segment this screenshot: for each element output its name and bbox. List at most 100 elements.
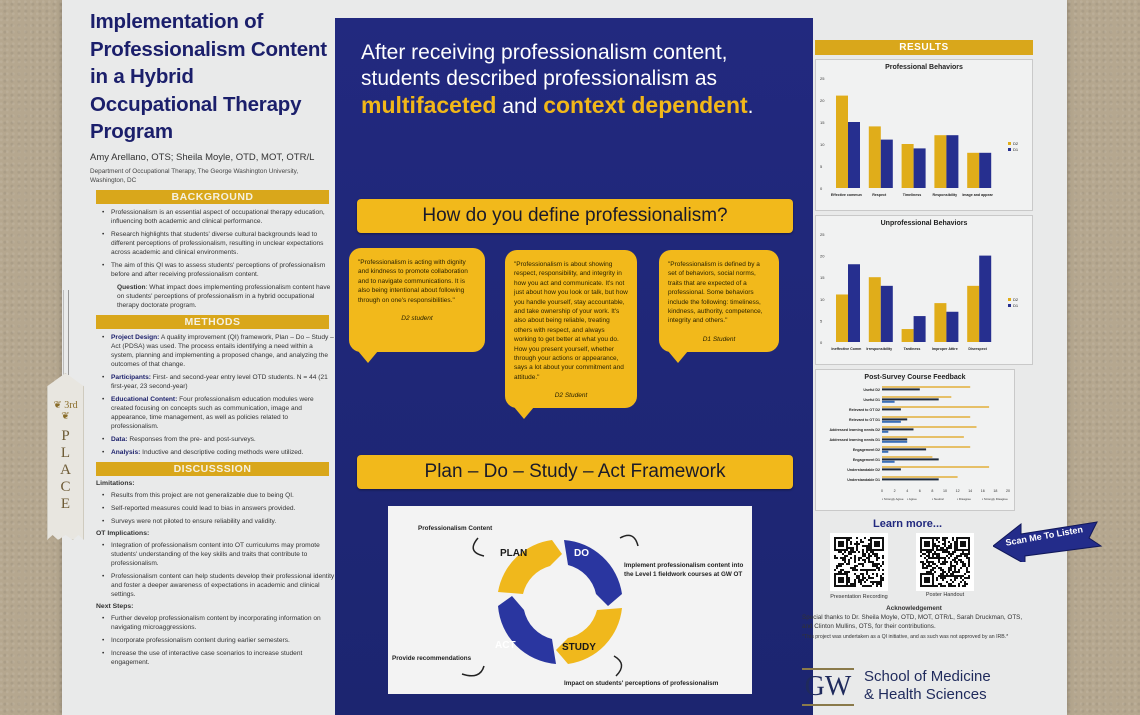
methods-item-text: First- and second-year entry level OTD s… [111,373,328,390]
svg-text:0: 0 [820,186,823,191]
plan-note: Professionalism Content [418,525,493,532]
svg-text:Disrespect: Disrespect [968,347,987,351]
quote-bubble: "Professionalism is defined by a set of … [659,250,779,363]
unprofessional-behaviors-bars: 0 5 10 15 20 25 Ineffective Comm Irresponsibili… [820,232,1019,351]
methods-item: Participants: First- and second-year ent… [102,373,335,391]
svg-text:▪ Neutral: ▪ Neutral [932,497,944,501]
headline-and: and [496,95,544,118]
svg-text:Respect: Respect [872,193,887,197]
svg-text:Understandable D1: Understandable D1 [847,478,880,482]
chart-title: Unprofessional Behaviors [880,220,968,227]
background-item: Professionalism is an essential aspect o… [102,208,335,226]
svg-text:16: 16 [981,489,985,493]
svg-text:▪ Agree: ▪ Agree [907,497,917,501]
next-step-item: Increase the use of interactive case sce… [102,649,335,667]
background-heading: BACKGROUND [96,189,329,204]
presentation-qr-code[interactable] [830,533,888,591]
do-note: Implement professionalism content into t… [624,562,744,578]
quote-author: D2 student [401,315,433,323]
svg-text:Relevant to OT D1: Relevant to OT D1 [849,418,880,422]
unprofessional-behaviors-chart: Unprofessional Behaviors 0 5 10 15 20 25 Ineff… [815,215,1033,365]
methods-item-text: Inductive and descriptive coding methods… [140,448,304,456]
pdsa-framework-banner: Plan – Do – Study – Act Framework [357,455,793,489]
quote-bubble: "Professionalism is about showing respec… [505,250,637,419]
svg-text:Image and appear: Image and appear [962,193,993,197]
irb-note: *This project was undertaken as a QI ini… [802,634,1009,640]
methods-item-text: Four professionalism education modules w… [111,395,314,430]
poster-title: Implementation of Professionalism Content… [90,10,327,143]
ribbon-string [63,290,69,375]
laurel-wreath-icon: ❦ 3rd ❦ [53,400,78,422]
implications-label: OT Implications: [96,529,150,537]
svg-text:5: 5 [820,164,823,169]
quote-bubble: "Professionalism is acting with dignity … [349,248,485,363]
authors: Amy Arellano, OTS; Sheila Moyle, OTD, MO… [90,151,315,163]
headline-highlight-multifaceted: multifaceted [361,92,497,118]
professional-behaviors-bars: 0 5 10 15 20 25 Effective commun Respect Timelin… [820,76,1019,197]
svg-text:Irresponsibility: Irresponsibility [866,347,892,351]
center-panel: After receiving professionalism content,… [335,18,813,715]
school-line-1: School of Medicine [864,668,991,685]
headline: After receiving professionalism content,… [361,40,791,120]
limitations-list: Results from this project are not genera… [90,491,335,526]
methods-item: Project Design: A quality improvement (Q… [102,333,335,369]
pdsa-cycle-diagram: PLAN DO STUDY ACT Professionalism Conten… [388,506,752,694]
gw-logo: GW [802,668,854,706]
chart-title: Post-Survey Course Feedback [864,374,966,381]
implication-item: Integration of professionalism content i… [102,541,335,568]
svg-text:2: 2 [894,489,896,493]
methods-item-label: Project Design: [111,333,160,341]
study-label: STUDY [562,642,596,653]
next-steps-label: Next Steps: [96,602,134,610]
ribbon-rank: 3rd [64,400,78,411]
svg-text:▪ Strongly Agree: ▪ Strongly Agree [882,497,904,501]
ack-text: Special thanks to Dr. Sheila Moyle, OTD,… [802,614,1023,630]
svg-text:20: 20 [820,254,825,259]
background-list: Professionalism is an essential aspect o… [90,208,335,279]
course-feedback-bars: Useful D2 Useful D1 Relevant to OT D2 Relev… [829,386,1010,501]
qr-code-icon [834,537,884,587]
svg-text:0: 0 [820,340,823,345]
study-note: Impact on students' perceptions of profe… [564,680,719,687]
qr-caption-recording: Presentation Recording [830,594,888,600]
svg-text:14: 14 [968,489,972,493]
svg-text:D1: D1 [1013,303,1019,308]
methods-item-label: Participants: [111,373,151,381]
professional-behaviors-chart: Professional Behaviors 0 5 10 15 20 25 Effecti… [815,59,1033,211]
limitations-label: Limitations: [96,479,135,487]
svg-text:Engagement D2: Engagement D2 [853,448,880,452]
headline-highlight-context-dependent: context dependent [543,92,748,118]
svg-text:D1: D1 [1013,147,1019,152]
next-step-item: Incorporate professionalism content duri… [102,636,335,645]
do-label: DO [574,548,589,559]
svg-text:15: 15 [820,120,825,125]
svg-text:6: 6 [919,489,921,493]
quote-text: "Professionalism is defined by a set of … [668,261,763,325]
school-name: School of Medicine & Health Sciences [864,668,991,704]
svg-text:Relevant to OT D2: Relevant to OT D2 [849,408,880,412]
methods-item: Educational Content: Four professionalis… [102,395,335,431]
scan-arrow-icon [993,521,1103,562]
svg-text:▪ Strongly Disagree: ▪ Strongly Disagree [982,497,1008,501]
methods-item-text: Responses from the pre- and post-surveys… [127,435,256,443]
course-feedback-chart: Post-Survey Course Feedback Useful D2 Use… [815,369,1015,511]
background-item: The aim of this QI was to assess student… [102,261,335,279]
svg-text:25: 25 [820,232,825,237]
quote-text: "Professionalism is about showing respec… [514,261,628,381]
handout-qr-code[interactable] [916,533,974,591]
limitation-item: Results from this project are not genera… [102,491,335,500]
methods-item: Analysis: Inductive and descriptive codi… [102,448,335,457]
question-label: Question [117,283,146,291]
implication-item: Professionalism content can help student… [102,572,335,599]
left-column: Implementation of Professionalism Content… [90,8,335,671]
methods-item-text: A quality improvement (QI) framework, Pl… [111,333,334,368]
svg-text:D2: D2 [1013,141,1019,146]
quote-text: "Professionalism is acting with dignity … [358,259,468,304]
svg-text:Engagement D1: Engagement D1 [853,458,880,462]
school-line-2: & Health Sciences [864,686,987,703]
acknowledgement: Acknowledgement Special thanks to Dr. Sh… [802,604,1026,642]
act-note: Provide recommendations [392,655,472,662]
implications-list: Integration of professionalism content i… [90,541,335,599]
svg-text:Responsibility: Responsibility [933,193,958,197]
